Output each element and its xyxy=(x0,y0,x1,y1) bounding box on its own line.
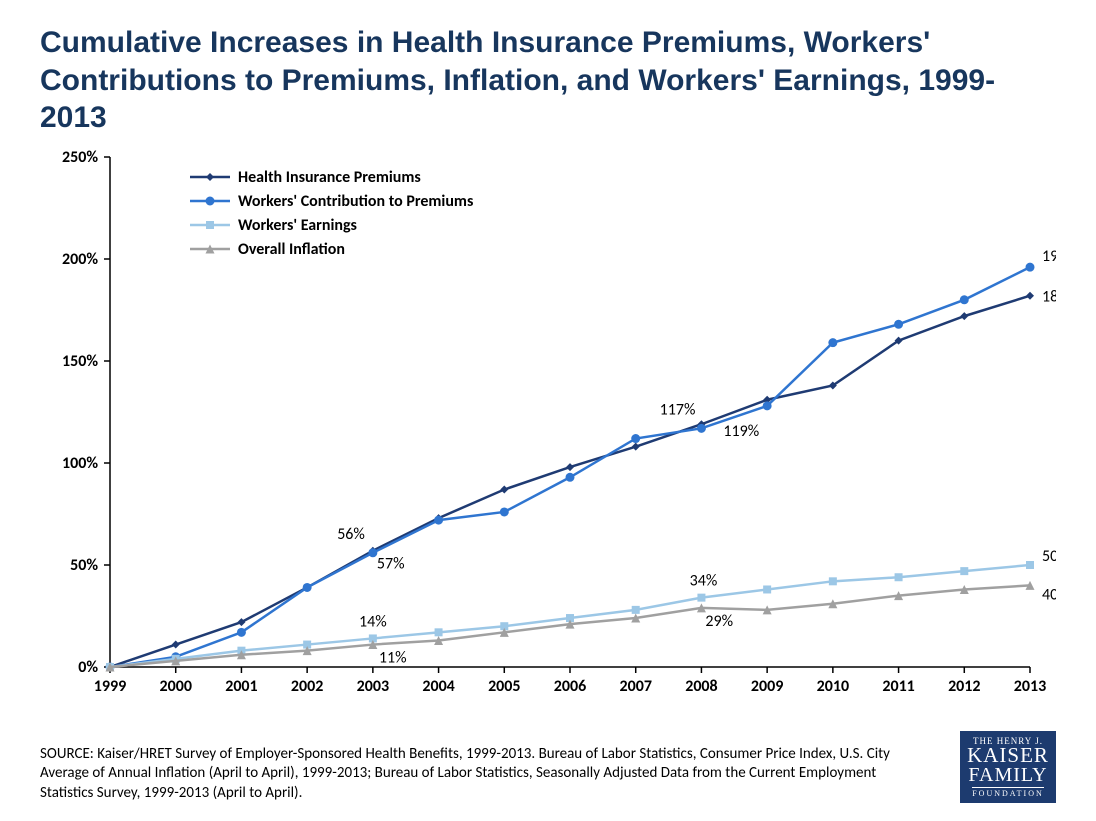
series-marker-earnings xyxy=(895,573,903,581)
series-marker-worker_contrib xyxy=(434,515,443,524)
logo-line-4: FOUNDATION xyxy=(972,787,1044,798)
series-marker-worker_contrib xyxy=(303,582,312,591)
series-marker-worker_contrib xyxy=(500,507,509,516)
series-marker-premiums xyxy=(172,640,180,648)
source-text: SOURCE: Kaiser/HRET Survey of Employer-S… xyxy=(40,745,916,804)
svg-text:2003: 2003 xyxy=(357,677,389,696)
data-label: 29% xyxy=(705,611,733,630)
svg-text:250%: 250% xyxy=(62,148,98,167)
data-label: 56% xyxy=(337,524,365,543)
legend-label-earnings: Workers' Earnings xyxy=(238,216,357,235)
data-label: 119% xyxy=(723,422,759,441)
line-chart: 0% 50% 100% 150% 200% 250% 1999 2000 2001 2002 200… xyxy=(40,147,1056,707)
data-label: 11% xyxy=(379,648,407,667)
svg-text:2008: 2008 xyxy=(685,677,717,696)
series-marker-earnings xyxy=(1026,561,1034,569)
series-marker-worker_contrib xyxy=(1026,262,1035,271)
series-marker-worker_contrib xyxy=(631,434,640,443)
data-label: 50% xyxy=(1042,547,1056,566)
data-label: 117% xyxy=(660,400,696,419)
svg-text:2012: 2012 xyxy=(948,677,980,696)
logo-line-2: KAISER xyxy=(967,746,1049,766)
data-label: 40% xyxy=(1042,585,1056,604)
svg-text:2004: 2004 xyxy=(422,677,454,696)
series-marker-worker_contrib xyxy=(828,338,837,347)
legend-label-premiums: Health Insurance Premiums xyxy=(238,168,421,187)
logo-line-3: FAMILY xyxy=(968,766,1047,785)
series-marker-worker_contrib xyxy=(237,627,246,636)
svg-text:2013: 2013 xyxy=(1014,677,1046,696)
series-marker-earnings xyxy=(960,567,968,575)
series-marker-premiums xyxy=(632,442,640,450)
series-marker-premiums xyxy=(960,312,968,320)
data-label: 196% xyxy=(1042,247,1056,266)
series-marker-earnings xyxy=(632,605,640,613)
series-marker-worker_contrib xyxy=(960,295,969,304)
svg-text:100%: 100% xyxy=(62,454,98,473)
data-label: 182% xyxy=(1042,287,1056,306)
svg-text:2002: 2002 xyxy=(291,677,323,696)
svg-text:1999: 1999 xyxy=(94,677,126,696)
svg-text:2011: 2011 xyxy=(882,677,914,696)
chart-svg: 0% 50% 100% 150% 200% 250% 1999 2000 2001 2002 200… xyxy=(40,147,1056,707)
svg-text:2007: 2007 xyxy=(619,677,651,696)
svg-text:2000: 2000 xyxy=(159,677,191,696)
svg-text:2006: 2006 xyxy=(554,677,586,696)
series-marker-worker_contrib xyxy=(566,472,575,481)
svg-text:150%: 150% xyxy=(62,352,98,371)
legend-label-worker_contrib: Workers' Contribution to Premiums xyxy=(238,192,473,211)
series-marker-premiums xyxy=(566,463,574,471)
svg-text:200%: 200% xyxy=(62,250,98,269)
svg-text:50%: 50% xyxy=(70,556,98,575)
series-marker-premiums xyxy=(500,485,508,493)
series-marker-worker_contrib xyxy=(763,401,772,410)
svg-text:2005: 2005 xyxy=(488,677,520,696)
data-label: 34% xyxy=(690,571,718,590)
svg-text:2001: 2001 xyxy=(225,677,257,696)
series-marker-earnings xyxy=(829,577,837,585)
svg-text:2010: 2010 xyxy=(817,677,849,696)
series-marker-worker_contrib xyxy=(697,423,706,432)
series-marker-earnings xyxy=(763,585,771,593)
svg-text:2009: 2009 xyxy=(751,677,783,696)
kaiser-logo: THE HENRY J. KAISER FAMILY FOUNDATION xyxy=(960,731,1056,803)
series-marker-earnings xyxy=(697,593,705,601)
legend-label-inflation: Overall Inflation xyxy=(238,240,345,259)
chart-title: Cumulative Increases in Health Insurance… xyxy=(40,24,1056,137)
data-label: 57% xyxy=(377,554,405,573)
series-marker-earnings xyxy=(435,628,443,636)
data-label: 14% xyxy=(359,612,387,631)
series-marker-worker_contrib xyxy=(894,319,903,328)
series-marker-premiums xyxy=(1026,291,1034,299)
svg-text:0%: 0% xyxy=(78,658,98,677)
